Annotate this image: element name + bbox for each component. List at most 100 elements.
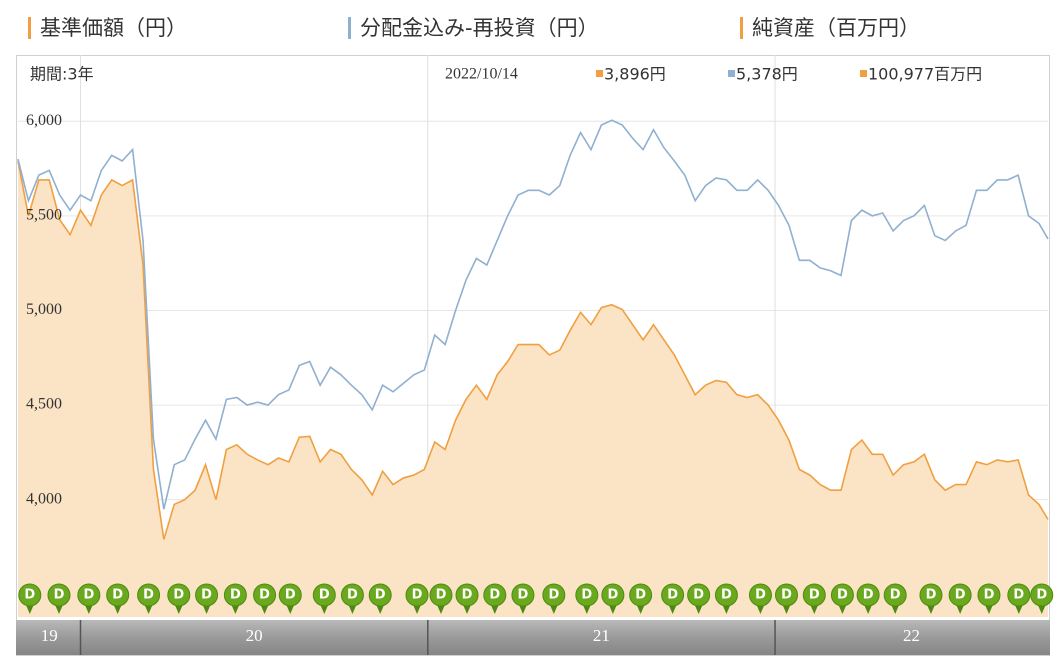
distribution-marker: D xyxy=(18,583,42,614)
marker-circle xyxy=(223,583,247,607)
marker-circle xyxy=(483,583,507,607)
distribution-marker: D xyxy=(511,583,535,614)
marker-circle xyxy=(405,583,429,607)
marker-label: D xyxy=(285,588,296,603)
latest-value: 3,896円 xyxy=(604,65,666,84)
marker-label: D xyxy=(319,588,330,603)
series-line xyxy=(17,160,1049,540)
year-label: 21 xyxy=(593,626,610,645)
year-label: 20 xyxy=(246,626,263,645)
marker-circle xyxy=(629,583,653,607)
distribution-marker: D xyxy=(340,583,364,614)
marker-label: D xyxy=(112,588,123,603)
legend-label: 基準価額（円） xyxy=(40,16,187,40)
marker-label: D xyxy=(518,588,529,603)
latest-date: 2022/10/14 xyxy=(445,66,518,83)
marker-label: D xyxy=(462,588,473,603)
marker-circle xyxy=(948,583,972,607)
distribution-marker: D xyxy=(77,583,101,614)
marker-circle xyxy=(661,583,685,607)
marker-label: D xyxy=(83,588,94,603)
marker-circle xyxy=(601,583,625,607)
marker-circle xyxy=(368,583,392,607)
marker-circle xyxy=(919,583,943,607)
year-label: 19 xyxy=(41,626,58,645)
marker-circle xyxy=(687,583,711,607)
marker-label: D xyxy=(436,588,447,603)
marker-label: D xyxy=(955,588,966,603)
distribution-marker: D xyxy=(919,583,943,614)
marker-circle xyxy=(429,583,453,607)
plot-frame xyxy=(16,55,1050,656)
marker-circle xyxy=(312,583,336,607)
marker-circle xyxy=(340,583,364,607)
distribution-marker: D xyxy=(830,583,854,614)
latest-swatch xyxy=(860,70,867,77)
marker-label: D xyxy=(607,588,618,603)
distribution-marker: D xyxy=(629,583,653,614)
legend-swatch xyxy=(348,17,351,39)
marker-label: D xyxy=(890,588,901,603)
marker-circle xyxy=(511,583,535,607)
distribution-marker: D xyxy=(223,583,247,614)
marker-label: D xyxy=(489,588,500,603)
marker-circle xyxy=(1030,583,1054,607)
marker-circle xyxy=(1007,583,1031,607)
legend-label: 分配金込み-再投資（円） xyxy=(360,16,599,40)
distribution-marker: D xyxy=(429,583,453,614)
marker-circle xyxy=(575,583,599,607)
legend-swatch xyxy=(740,17,743,39)
distribution-marker: D xyxy=(661,583,685,614)
marker-label: D xyxy=(581,588,592,603)
marker-circle xyxy=(802,583,826,607)
distribution-marker: D xyxy=(47,583,71,614)
marker-label: D xyxy=(548,588,559,603)
marker-circle xyxy=(278,583,302,607)
marker-circle xyxy=(542,583,566,607)
marker-label: D xyxy=(863,588,874,603)
latest-swatch xyxy=(596,70,603,77)
distribution-marker: D xyxy=(802,583,826,614)
latest-value: 5,378円 xyxy=(736,65,798,84)
distribution-marker: D xyxy=(253,583,277,614)
marker-label: D xyxy=(693,588,704,603)
marker-circle xyxy=(856,583,880,607)
marker-label: D xyxy=(24,588,35,603)
distribution-marker: D xyxy=(368,583,392,614)
distribution-marker: D xyxy=(1007,583,1031,614)
y-tick-label: 4,000 xyxy=(26,490,62,507)
marker-label: D xyxy=(809,588,820,603)
marker-circle xyxy=(106,583,130,607)
marker-label: D xyxy=(173,588,184,603)
marker-circle xyxy=(883,583,907,607)
marker-label: D xyxy=(347,588,358,603)
distribution-marker: D xyxy=(167,583,191,614)
latest-value: 100,977百万円 xyxy=(868,65,982,84)
series-line xyxy=(17,119,1049,510)
distribution-marker: D xyxy=(455,583,479,614)
marker-label: D xyxy=(54,588,65,603)
distribution-marker: D xyxy=(195,583,219,614)
marker-label: D xyxy=(926,588,937,603)
distribution-marker: D xyxy=(483,583,507,614)
marker-label: D xyxy=(635,588,646,603)
y-tick-label: 5,000 xyxy=(26,301,62,318)
year-band xyxy=(16,620,1050,655)
marker-circle xyxy=(714,583,738,607)
marker-circle xyxy=(47,583,71,607)
marker-label: D xyxy=(984,588,995,603)
marker-circle xyxy=(748,583,772,607)
marker-label: D xyxy=(201,588,212,603)
latest-swatch xyxy=(728,70,735,77)
distribution-marker: D xyxy=(977,583,1001,614)
distribution-marker: D xyxy=(775,583,799,614)
marker-circle xyxy=(167,583,191,607)
marker-label: D xyxy=(412,588,423,603)
y-tick-label: 5,500 xyxy=(26,207,62,224)
distribution-marker: D xyxy=(106,583,130,614)
marker-circle xyxy=(137,583,161,607)
distribution-marker: D xyxy=(748,583,772,614)
marker-label: D xyxy=(230,588,241,603)
marker-label: D xyxy=(143,588,154,603)
